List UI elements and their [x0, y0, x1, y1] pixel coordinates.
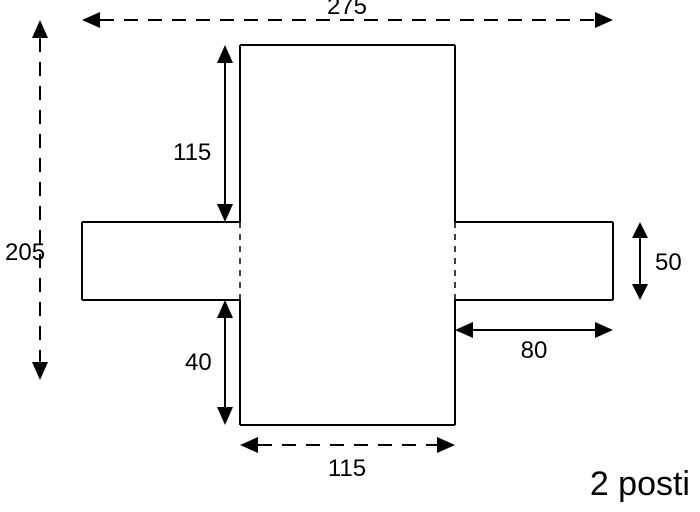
dim-right-wing-width: 80	[455, 322, 613, 364]
dim-central-upper: 115	[173, 45, 233, 222]
diagram-caption: 2 posti	[590, 465, 690, 503]
dim-central-width: 115	[240, 437, 455, 482]
dim-central-upper-label: 115	[173, 139, 211, 166]
dim-overall-height: 205	[5, 20, 48, 380]
dim-overall-height-label: 205	[5, 239, 45, 266]
dim-central-lower-label: 40	[185, 349, 212, 376]
dim-wing-height: 50	[632, 222, 682, 300]
dim-right-wing-width-label: 80	[521, 337, 548, 364]
dim-overall-width-label: 275	[327, 0, 367, 20]
dim-wing-height-label: 50	[655, 249, 682, 276]
dimensioned-plan-diagram: 275 205 115 40 50 80 115	[0, 0, 700, 512]
dim-overall-width: 275	[82, 0, 613, 28]
dim-central-width-label: 115	[328, 455, 366, 482]
dim-central-lower: 40	[185, 300, 233, 425]
